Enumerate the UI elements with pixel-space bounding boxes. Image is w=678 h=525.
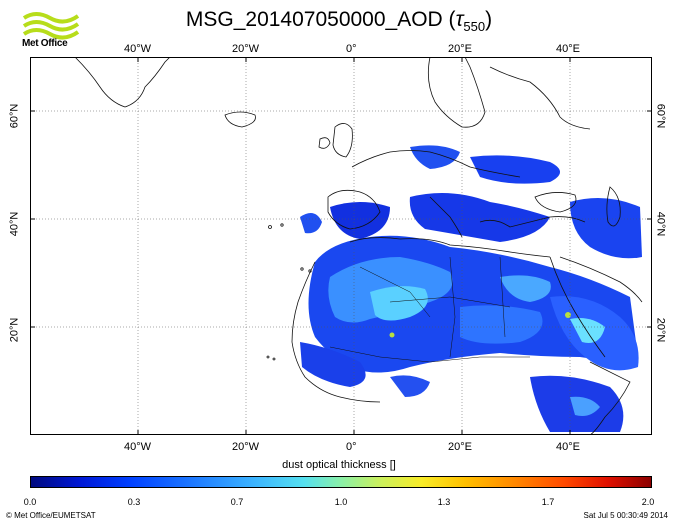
lon-label-bottom-40w: 40°W (124, 441, 152, 453)
lat-label-left-20n: 20°N (8, 317, 21, 343)
lon-label-top-0: 0° (346, 43, 357, 55)
lat-label-right-20n: 20°N (654, 317, 667, 343)
lat-label-right-60n: 60°N (654, 103, 667, 129)
logo-text: Met Office (22, 38, 68, 49)
colorbar-tick: 2.0 (641, 497, 655, 507)
aod-map (30, 56, 652, 436)
lon-label-bottom-20w: 20°W (232, 441, 260, 453)
colorbar-title: dust optical thickness [] (282, 459, 396, 471)
lon-label-bottom-0: 0° (346, 441, 357, 453)
lon-label-top-40e: 40°E (556, 43, 580, 55)
colorbar-tick: 0.7 (230, 497, 244, 507)
lon-label-top-20w: 20°W (232, 43, 260, 55)
lon-label-top-40w: 40°W (124, 43, 152, 55)
title-tau: τ (455, 8, 464, 31)
aod-map-svg (30, 56, 652, 436)
lat-label-right-40n: 40°N (654, 211, 667, 237)
lon-label-bottom-20e: 20°E (448, 441, 472, 453)
met-office-logo-icon (22, 12, 80, 40)
graticule (30, 57, 652, 435)
colorbar-tick: 1.7 (541, 497, 555, 507)
colorbar (30, 476, 652, 488)
coastlines (74, 56, 643, 436)
map-title: MSG_201407050000_AOD (τ550) (0, 8, 678, 34)
title-main: MSG_201407050000_AOD ( (185, 8, 456, 31)
colorbar-tick: 0.3 (127, 497, 141, 507)
colorbar-tick: 1.3 (437, 497, 451, 507)
colorbar-tick: 1.0 (334, 497, 348, 507)
title-close: ) (485, 8, 493, 31)
lon-label-top-20e: 20°E (448, 43, 472, 55)
lat-label-left-40n: 40°N (8, 211, 21, 237)
credit-text: © Met Office/EUMETSAT (6, 511, 96, 520)
aod-field (300, 145, 642, 432)
timestamp-text: Sat Jul 5 00:30:49 2014 (583, 511, 668, 520)
colorbar-tick: 0.0 (23, 497, 37, 507)
lat-label-left-60n: 60°N (8, 103, 21, 129)
lon-label-bottom-40e: 40°E (556, 441, 580, 453)
title-sub: 550 (463, 19, 486, 35)
